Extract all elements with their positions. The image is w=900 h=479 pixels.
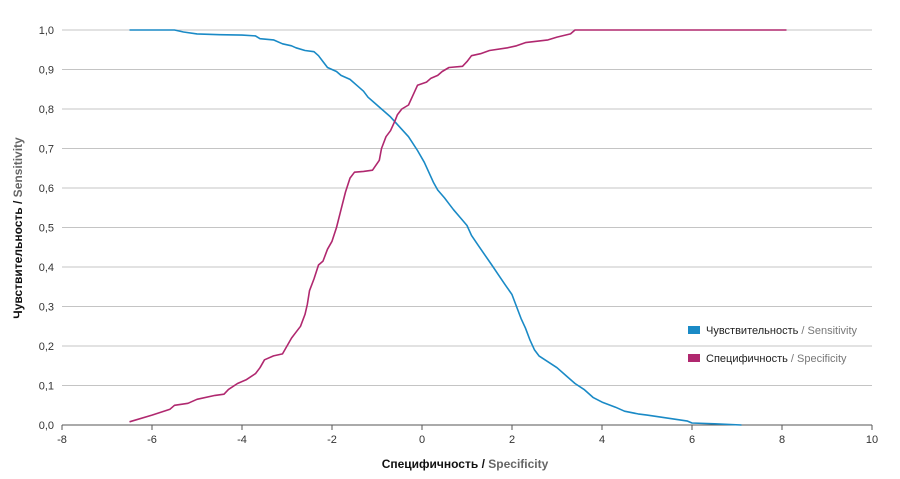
legend-label-specificity-sep: / xyxy=(788,353,797,365)
legend-label-specificity-en: Specificity xyxy=(797,353,847,365)
y-axis-title: Чувствительность / Sensitivity xyxy=(11,137,25,319)
x-tick-label: 2 xyxy=(509,434,515,446)
legend-label-specificity: Специфичность / Specificity xyxy=(706,353,847,365)
x-axis-title-en: Specificity xyxy=(488,457,548,471)
legend-label-sensitivity-sep: / xyxy=(798,325,807,337)
legend-swatch-sensitivity xyxy=(688,326,700,334)
x-tick-label: 4 xyxy=(599,434,605,446)
legend-item-specificity: Специфичность / Specificity xyxy=(688,353,847,365)
legend-swatch-specificity xyxy=(688,354,700,362)
legend-label-sensitivity-ru: Чувствительность xyxy=(706,325,799,337)
y-tick-label: 0,4 xyxy=(39,262,54,274)
y-tick-label: 0,5 xyxy=(39,223,54,235)
legend: Чувствительность / Sensitivity Специфичн… xyxy=(688,325,858,365)
x-tick-label: 8 xyxy=(779,434,785,446)
legend-label-specificity-ru: Специфичность xyxy=(706,353,788,365)
legend-label-sensitivity-en: Sensitivity xyxy=(808,325,858,337)
y-axis-title-en: Sensitivity xyxy=(11,137,25,197)
axes: 0,0 0,1 0,2 0,3 0,4 0,5 0,6 0,7 0,8 0,9 1,0 -8 -6 -4 -… xyxy=(39,25,878,446)
x-tick-label: 6 xyxy=(689,434,695,446)
series-lines xyxy=(129,29,787,426)
x-tick-label: 0 xyxy=(419,434,425,446)
gridlines xyxy=(62,29,872,426)
x-tick-label: -8 xyxy=(57,434,67,446)
y-tick-label: 0,2 xyxy=(39,341,54,353)
y-tick-label: 0,8 xyxy=(39,104,54,116)
y-tick-label: 1,0 xyxy=(39,25,54,37)
x-tick-label: -4 xyxy=(237,434,247,446)
x-axis-title: Специфичность / Specificity xyxy=(382,457,549,471)
y-axis-title-sep: / xyxy=(11,197,25,207)
series-line-specificity xyxy=(129,29,787,423)
legend-label-sensitivity: Чувствительность / Sensitivity xyxy=(706,325,858,337)
y-tick-label: 0,9 xyxy=(39,65,54,77)
y-tick-label: 0,7 xyxy=(39,144,54,156)
x-axis-title-ru: Специфичность xyxy=(382,457,479,471)
x-axis-title-sep: / xyxy=(478,457,488,471)
x-tick-label: -6 xyxy=(147,434,157,446)
y-tick-label: 0,0 xyxy=(39,420,54,432)
legend-item-sensitivity: Чувствительность / Sensitivity xyxy=(688,325,858,337)
x-tick-label: 10 xyxy=(866,434,878,446)
x-tick-label: -2 xyxy=(327,434,337,446)
y-axis-title-ru: Чувствительность xyxy=(11,207,25,318)
y-tick-label: 0,3 xyxy=(39,302,54,314)
y-tick-label: 0,6 xyxy=(39,183,54,195)
series-line-sensitivity xyxy=(129,29,742,426)
y-tick-label: 0,1 xyxy=(39,381,54,393)
